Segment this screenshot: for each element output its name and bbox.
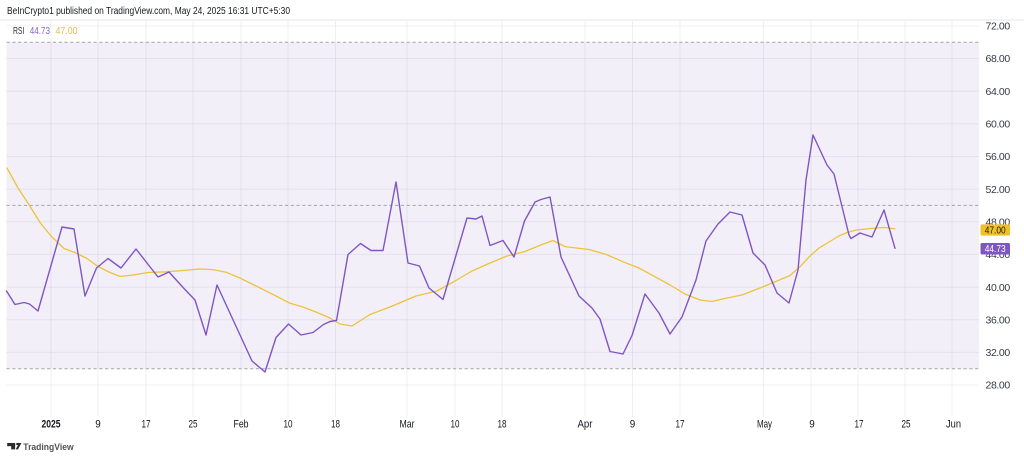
svg-text:47.00: 47.00 xyxy=(985,225,1006,236)
svg-text:47.00: 47.00 xyxy=(56,26,78,37)
svg-text:25: 25 xyxy=(189,418,198,430)
svg-text:Mar: Mar xyxy=(400,418,415,430)
svg-text:TradingView: TradingView xyxy=(23,442,74,452)
svg-text:10: 10 xyxy=(284,418,293,430)
svg-text:52.00: 52.00 xyxy=(986,184,1011,196)
svg-text:18: 18 xyxy=(331,418,340,430)
svg-text:Apr: Apr xyxy=(578,418,593,430)
svg-text:36.00: 36.00 xyxy=(986,314,1011,326)
svg-text:9: 9 xyxy=(809,418,815,430)
svg-text:Jun: Jun xyxy=(946,418,961,430)
svg-text:28.00: 28.00 xyxy=(986,380,1011,392)
svg-text:May: May xyxy=(757,418,772,430)
svg-text:17: 17 xyxy=(142,418,151,430)
svg-text:17: 17 xyxy=(855,418,864,430)
svg-text:68.00: 68.00 xyxy=(986,53,1011,65)
svg-text:10: 10 xyxy=(451,418,460,430)
svg-text:Feb: Feb xyxy=(234,418,249,430)
svg-text:44.73: 44.73 xyxy=(985,244,1006,255)
svg-text:RSI: RSI xyxy=(13,26,24,37)
svg-text:2025: 2025 xyxy=(42,418,61,430)
svg-text:BeInCrypto1 published on Tradi: BeInCrypto1 published on TradingView.com… xyxy=(7,6,290,17)
svg-text:56.00: 56.00 xyxy=(986,151,1011,163)
svg-text:72.00: 72.00 xyxy=(986,21,1011,33)
svg-text:40.00: 40.00 xyxy=(986,282,1011,294)
svg-text:25: 25 xyxy=(902,418,911,430)
svg-text:44.73: 44.73 xyxy=(30,26,51,37)
svg-text:64.00: 64.00 xyxy=(986,86,1011,98)
svg-text:9: 9 xyxy=(630,418,636,430)
svg-text:17: 17 xyxy=(676,418,685,430)
svg-text:32.00: 32.00 xyxy=(986,347,1011,359)
svg-text:60.00: 60.00 xyxy=(986,119,1011,131)
svg-text:18: 18 xyxy=(498,418,507,430)
svg-text:9: 9 xyxy=(95,418,101,430)
